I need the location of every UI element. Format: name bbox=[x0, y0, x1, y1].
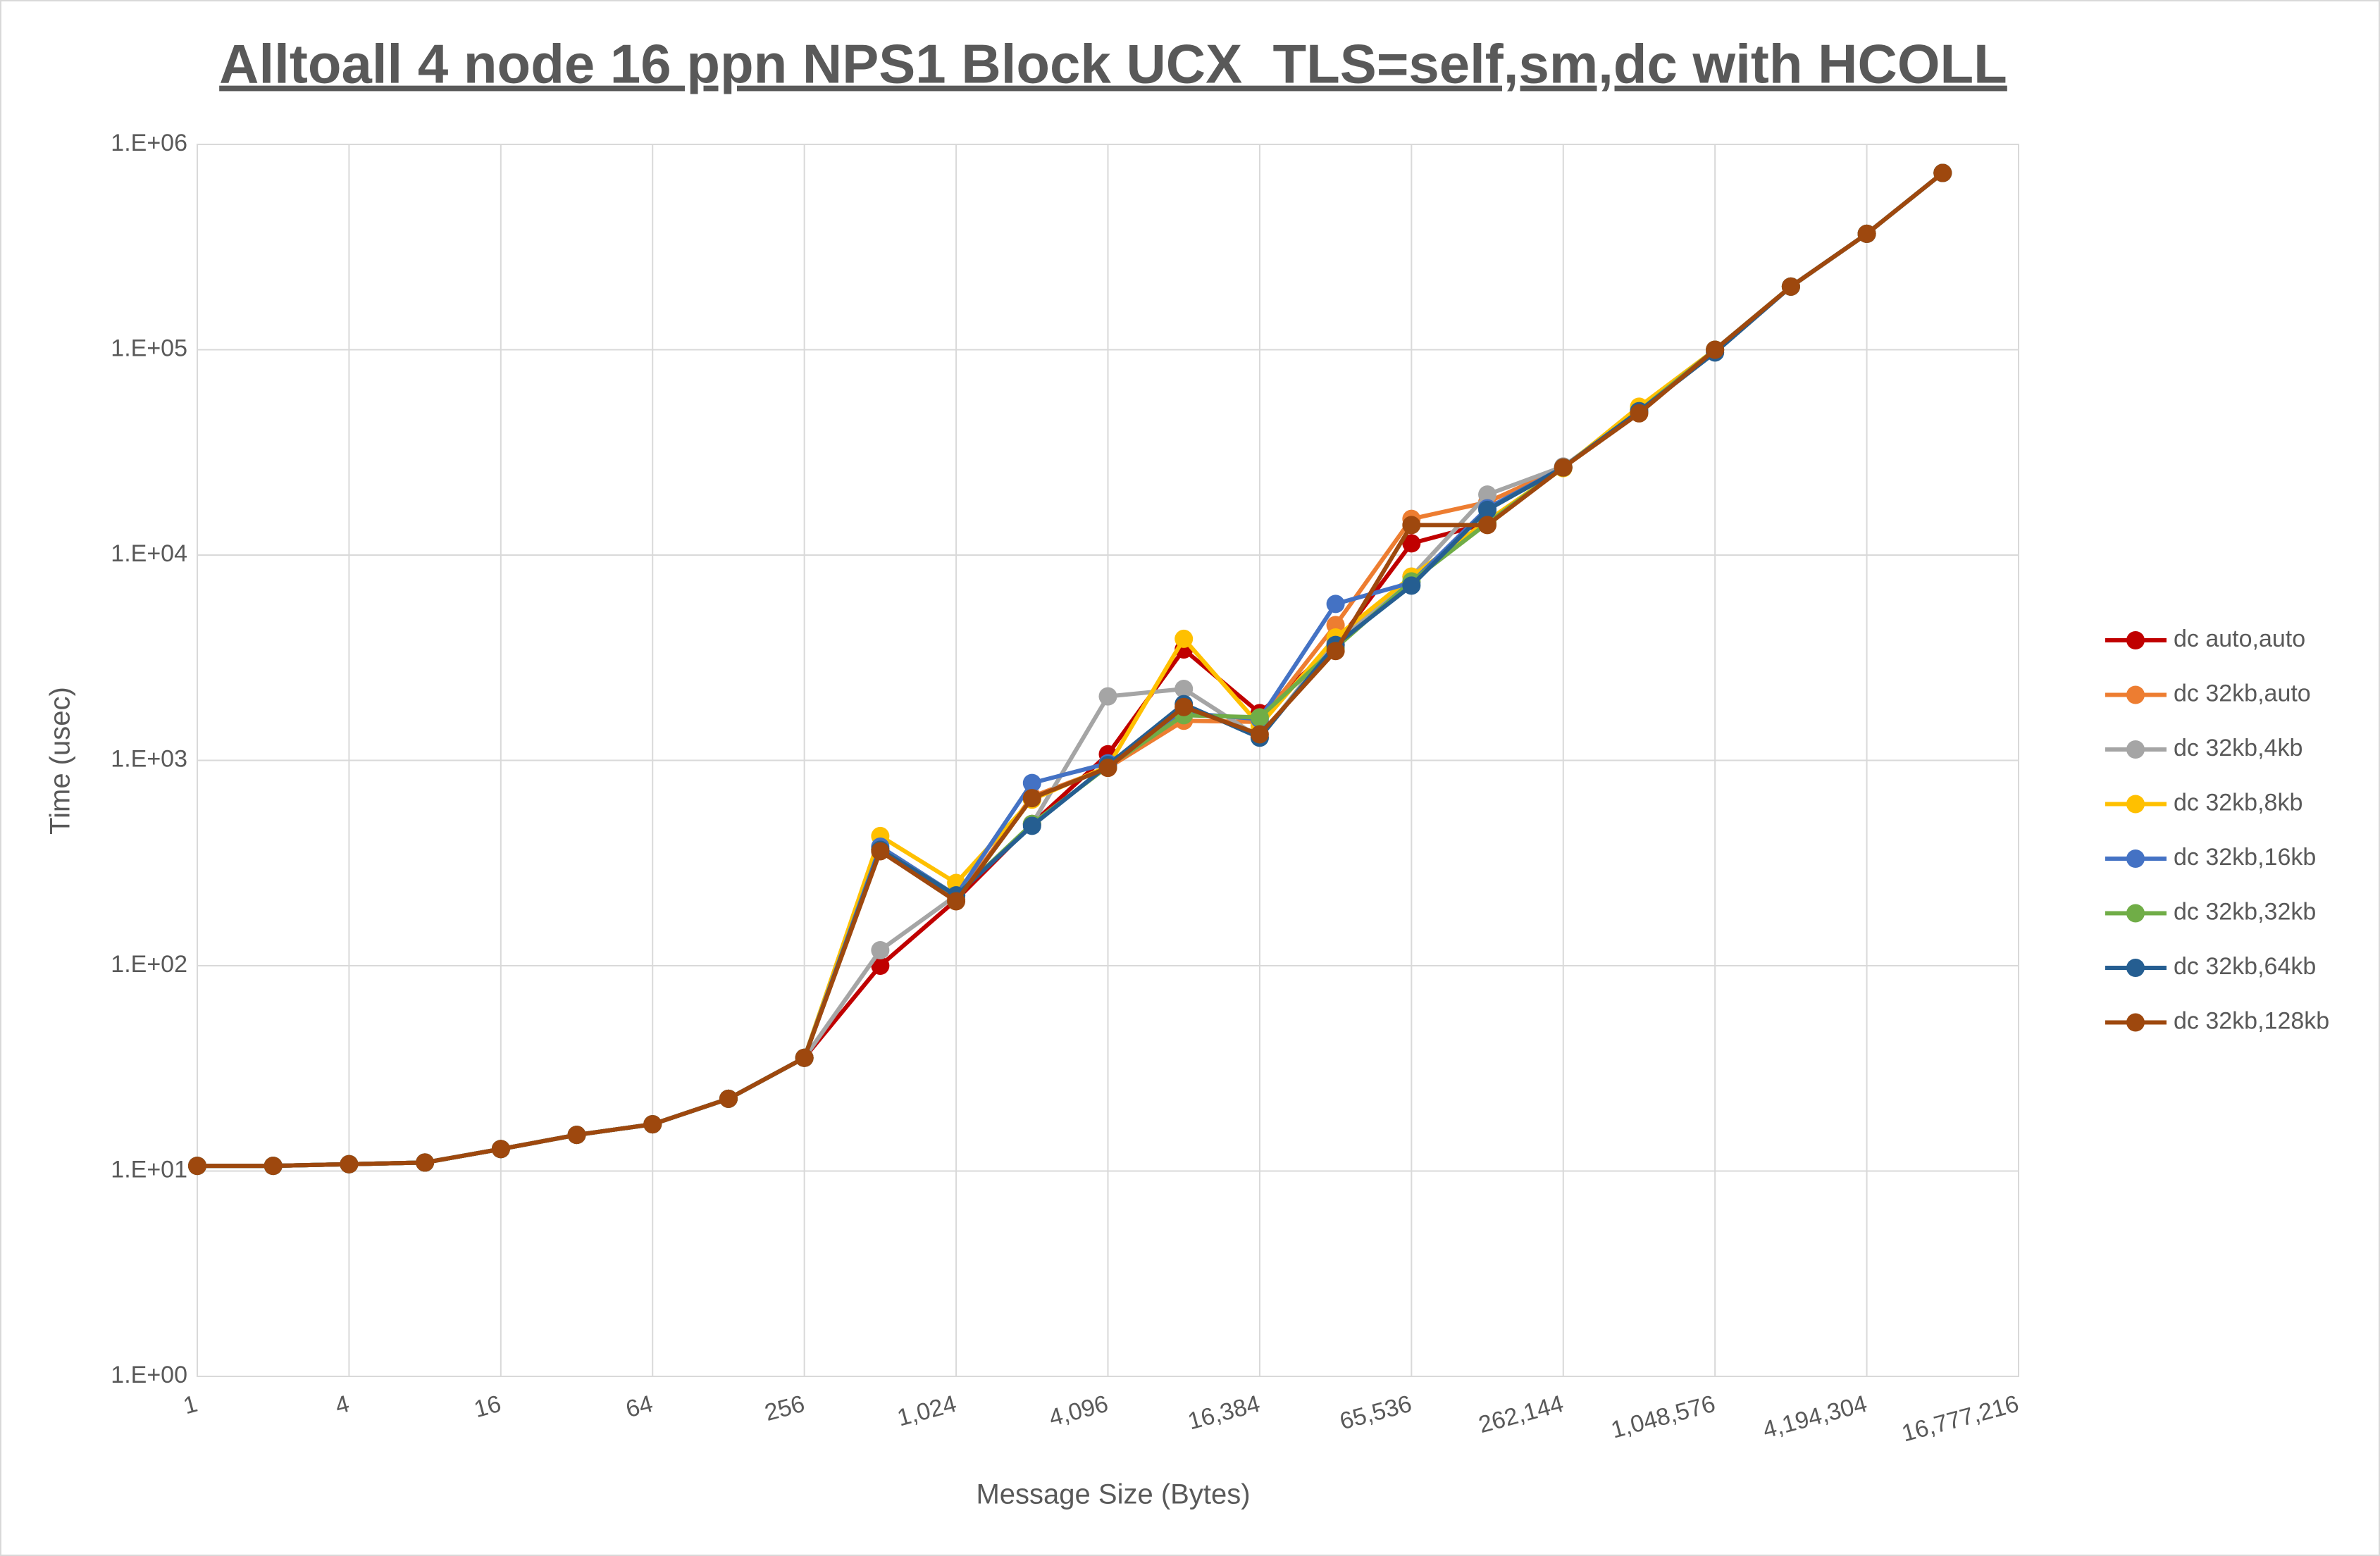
data-point bbox=[491, 1140, 510, 1159]
data-point bbox=[1706, 340, 1725, 359]
data-point bbox=[795, 1048, 814, 1067]
data-point bbox=[643, 1115, 662, 1134]
data-point bbox=[1554, 458, 1573, 477]
y-axis-title: Time (usec) bbox=[45, 687, 76, 835]
y-tick-label: 1.E+02 bbox=[111, 951, 187, 978]
legend-label: dc 32kb,128kb bbox=[2174, 1007, 2329, 1034]
data-point bbox=[1250, 725, 1269, 744]
data-point bbox=[188, 1157, 206, 1176]
data-point bbox=[416, 1153, 435, 1172]
legend-marker bbox=[2126, 959, 2145, 977]
data-point bbox=[567, 1126, 586, 1145]
legend-marker bbox=[2126, 740, 2145, 759]
data-point bbox=[871, 957, 890, 975]
y-tick-label: 1.E+05 bbox=[111, 335, 187, 361]
data-point bbox=[719, 1089, 738, 1108]
y-tick-label: 1.E+06 bbox=[111, 130, 187, 156]
data-point bbox=[1174, 679, 1194, 698]
data-point bbox=[340, 1154, 359, 1174]
data-point bbox=[1326, 595, 1345, 614]
data-point bbox=[871, 842, 890, 861]
legend-marker bbox=[2126, 849, 2145, 868]
y-tick-label: 1.E+04 bbox=[111, 540, 187, 567]
data-point bbox=[1478, 500, 1497, 519]
data-point bbox=[1857, 224, 1876, 243]
data-point bbox=[1022, 789, 1041, 808]
data-point bbox=[1630, 404, 1649, 423]
data-point bbox=[871, 940, 890, 959]
data-point bbox=[1174, 697, 1194, 716]
y-tick-label: 1.E+00 bbox=[111, 1362, 187, 1388]
data-point bbox=[1478, 485, 1497, 504]
legend-label: dc 32kb,4kb bbox=[2174, 735, 2302, 761]
data-point bbox=[1402, 516, 1421, 535]
x-axis-title: Message Size (Bytes) bbox=[976, 1479, 1250, 1510]
legend-marker bbox=[2126, 904, 2145, 923]
series-line bbox=[197, 171, 1945, 1169]
data-point bbox=[1326, 642, 1345, 661]
data-point bbox=[1098, 759, 1117, 778]
legend-label: dc 32kb,16kb bbox=[2174, 844, 2316, 871]
data-point bbox=[1478, 516, 1497, 535]
plot-border bbox=[197, 144, 2019, 1377]
data-point bbox=[1781, 277, 1800, 296]
data-point bbox=[1402, 534, 1421, 553]
data-point bbox=[1933, 163, 1952, 182]
legend-label: dc 32kb,8kb bbox=[2174, 789, 2302, 816]
data-point bbox=[1022, 773, 1041, 792]
data-point bbox=[1022, 816, 1041, 835]
data-point bbox=[1250, 708, 1269, 727]
y-tick-label: 1.E+01 bbox=[111, 1156, 187, 1183]
data-point bbox=[1402, 576, 1421, 595]
data-point bbox=[947, 892, 966, 911]
legend-label: dc 32kb,32kb bbox=[2174, 898, 2316, 925]
legend-marker bbox=[2126, 1013, 2145, 1032]
legend-label: dc auto,auto bbox=[2174, 625, 2305, 652]
y-tick-label: 1.E+03 bbox=[111, 745, 187, 772]
legend-label: dc 32kb,auto bbox=[2174, 680, 2311, 707]
legend-marker bbox=[2126, 631, 2145, 649]
data-point bbox=[264, 1157, 283, 1176]
legend-marker bbox=[2126, 795, 2145, 814]
legend-marker bbox=[2126, 685, 2145, 704]
data-point bbox=[1174, 629, 1194, 648]
legend-label: dc 32kb,64kb bbox=[2174, 953, 2316, 980]
chart-title: Alltoall 4 node 16 ppn NPS1 Block UCX_TL… bbox=[219, 33, 2007, 95]
data-point bbox=[1098, 687, 1117, 706]
